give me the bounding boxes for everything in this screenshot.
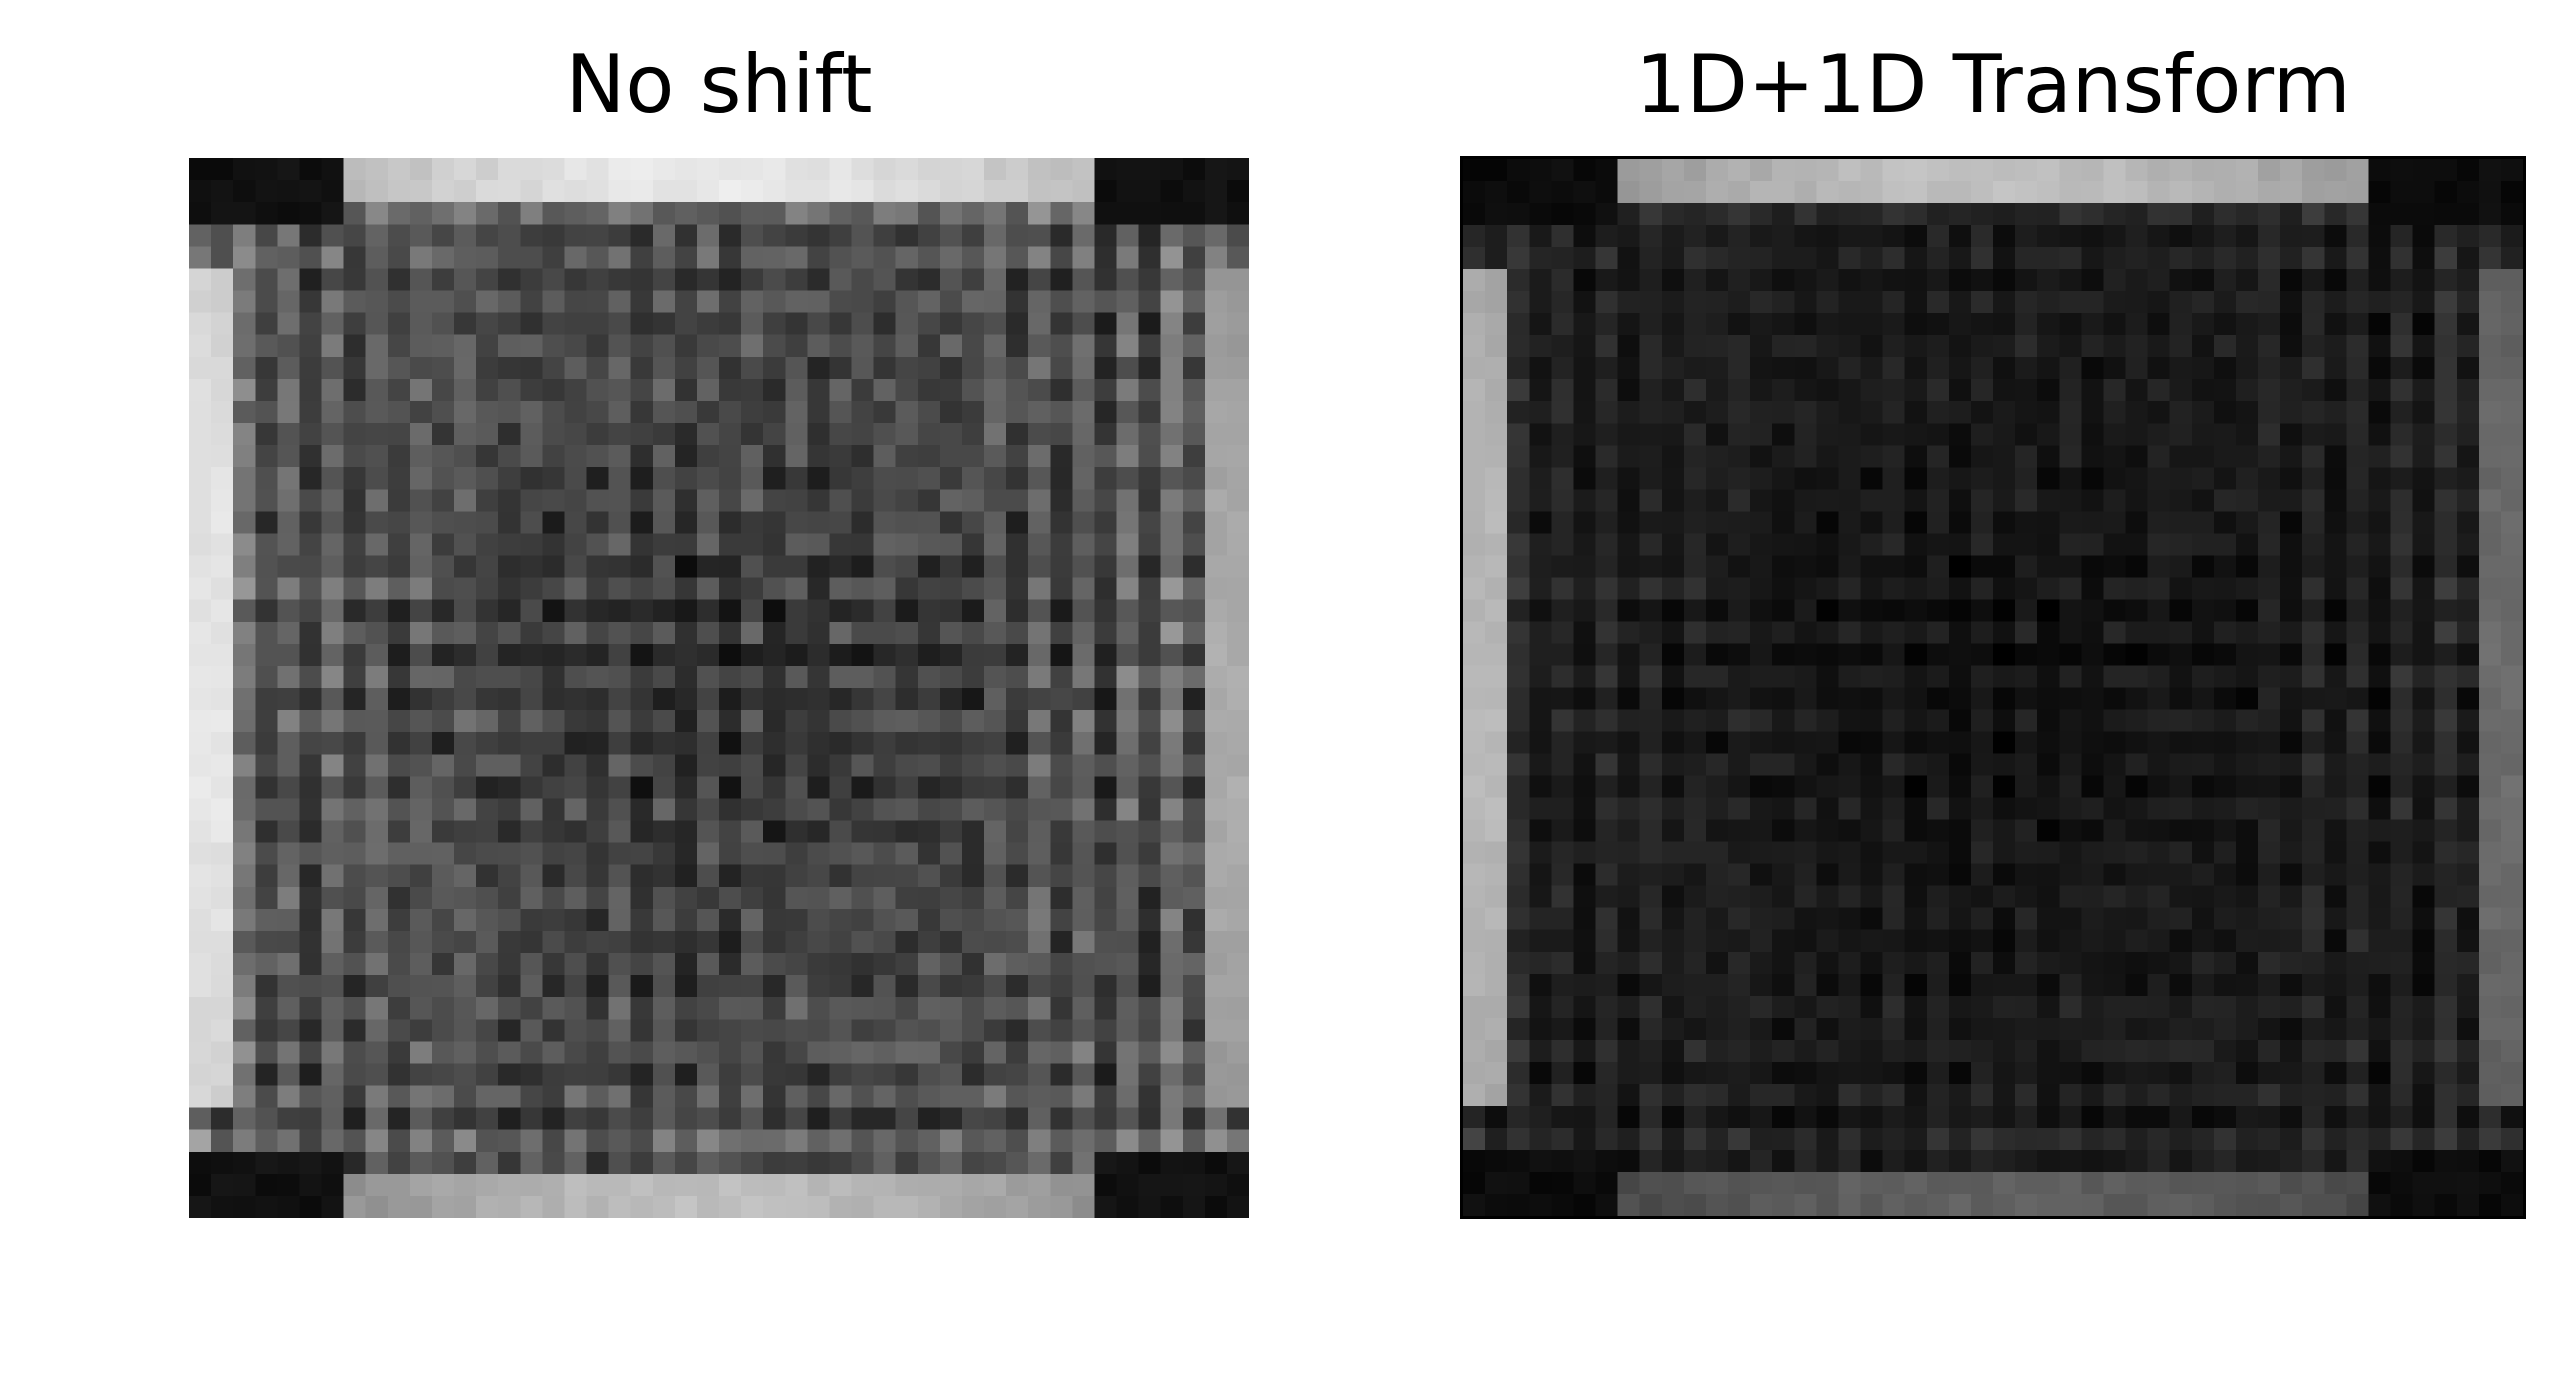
chart-title-no-shift: No shift: [565, 38, 873, 131]
chart-title-1d-1d-transform: 1D+1D Transform: [1635, 38, 2351, 131]
heatmap-no-shift: [189, 158, 1249, 1218]
heatmap-1d-1d-transform: [1460, 156, 2526, 1219]
